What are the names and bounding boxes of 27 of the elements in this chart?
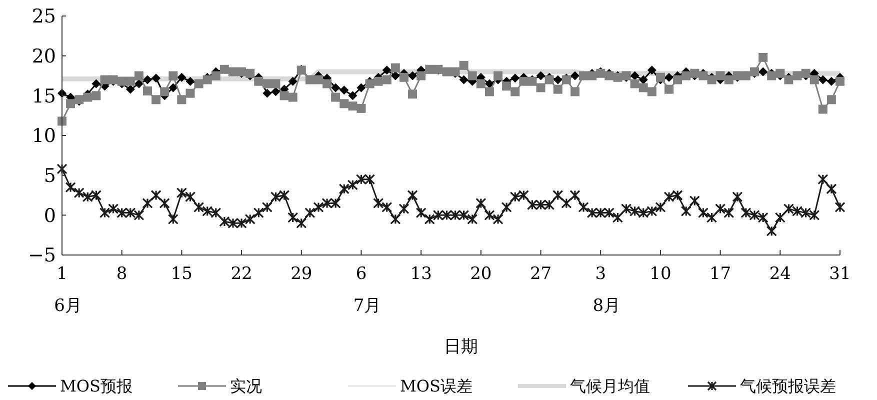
x-axis-title: 日期 (444, 337, 478, 357)
x-tick-label: 27 (530, 264, 552, 284)
y-tick-label: 15 (32, 85, 56, 108)
y-tick-label: −5 (28, 244, 56, 267)
y-tick-label: 20 (32, 45, 56, 68)
x-tick-label: 3 8月 (592, 264, 621, 316)
legend-label: 气候月均值 (570, 376, 650, 396)
legend-label: 实况 (230, 376, 262, 396)
x-tick-label: 1 6月 (54, 264, 82, 316)
x-tick-label: 22 (230, 264, 252, 284)
legend-label: 气候预报误差 (740, 376, 836, 396)
x-tick-label: 29 (290, 264, 312, 284)
y-tick-label: 5 (44, 164, 56, 187)
x-tick-label: 17 (709, 264, 732, 284)
x-tick-label: 13 (410, 264, 432, 284)
y-tick-label: 25 (32, 6, 56, 28)
y-tick-label: 0 (44, 204, 56, 227)
x-tick-label: 20 (470, 264, 492, 284)
x-tick-label: 15 (170, 264, 193, 284)
x-tick-label: 8 (116, 264, 128, 284)
x-tick-label: 6 7月 (353, 264, 382, 316)
legend-label: MOS误差 (400, 376, 472, 396)
x-tick-label: 10 (650, 264, 672, 284)
x-tick-label: 24 (769, 264, 791, 284)
legend-label: MOS预报 (60, 376, 132, 396)
y-tick-label: 10 (32, 125, 56, 148)
x-tick-label: 31 (829, 264, 851, 284)
